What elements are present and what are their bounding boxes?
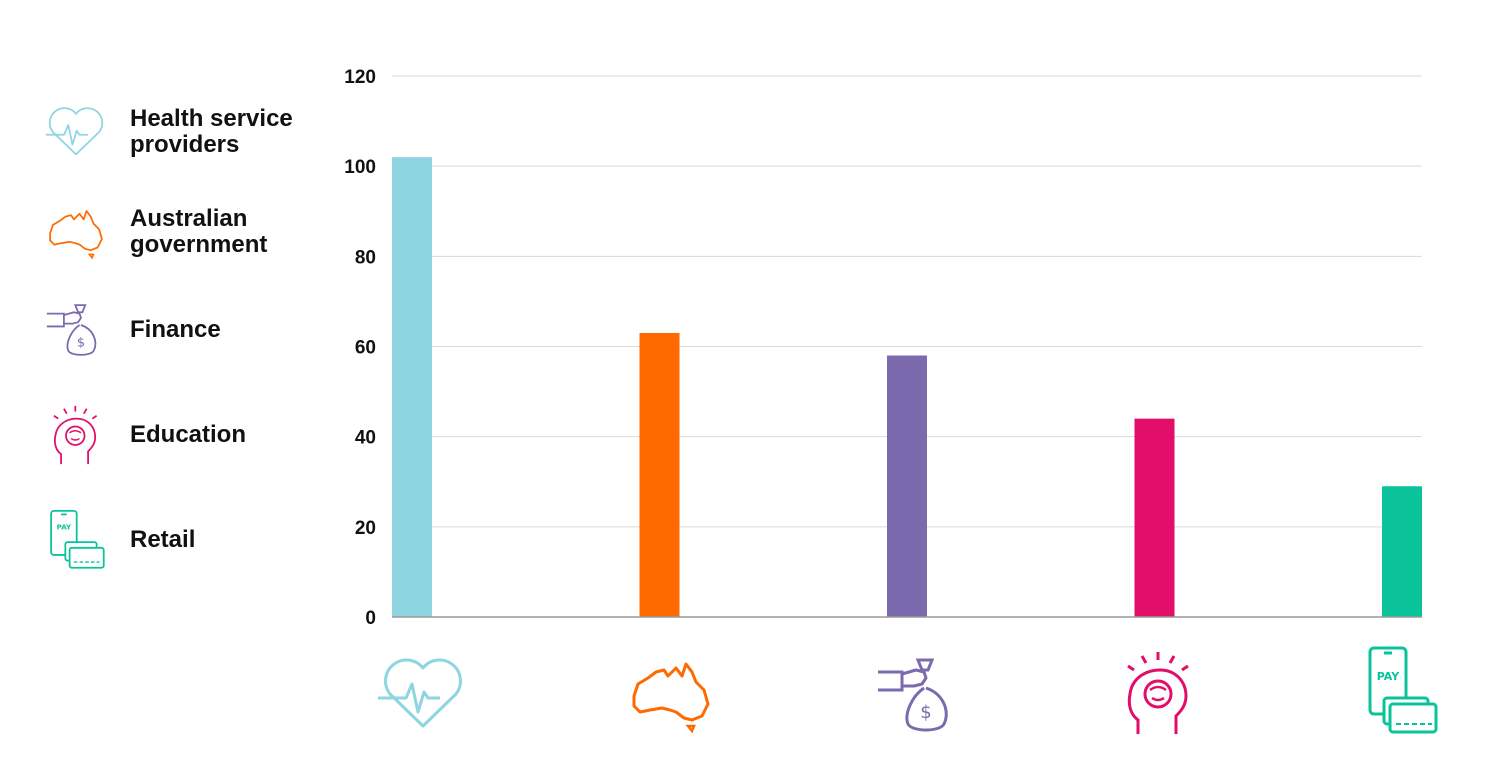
- gridlines: [392, 75, 1422, 528]
- bar-chart: 0 20 40 60 80 100 120 $ PAY: [344, 67, 1438, 734]
- bars: [392, 157, 1422, 617]
- money-bag-hand-icon: $: [40, 298, 112, 362]
- y-tick-label: 80: [355, 247, 376, 268]
- legend-item-government: Australian government: [40, 200, 310, 264]
- phone-pay-card-icon: PAY: [40, 508, 112, 572]
- bar-1: [392, 157, 432, 617]
- y-axis-ticks: 0 20 40 60 80 100 120: [344, 67, 376, 629]
- legend-label: Health service providers: [130, 105, 293, 158]
- bar-3: [887, 355, 927, 617]
- y-tick-label: 0: [365, 608, 376, 629]
- xtick-phone-pay-card-icon: PAY: [1368, 646, 1438, 734]
- legend-item-health: Health service providers: [40, 100, 310, 164]
- y-tick-label: 60: [355, 338, 376, 359]
- bar-4: [1134, 418, 1175, 617]
- xtick-money-bag-hand-icon: $: [878, 658, 948, 732]
- legend-item-education: Education: [40, 403, 310, 467]
- svg-text:$: $: [77, 335, 85, 350]
- bar-5: [1382, 486, 1422, 617]
- xtick-brain-head-icon: [1127, 652, 1189, 734]
- legend-item-finance: $ Finance: [40, 298, 310, 362]
- legend-item-retail: PAY Retail: [40, 508, 310, 572]
- svg-text:$: $: [920, 702, 931, 723]
- xtick-australia-map-icon: [632, 662, 710, 734]
- bar-2: [639, 332, 680, 617]
- legend-label: Retail: [130, 526, 196, 553]
- y-tick-label: 40: [355, 428, 376, 449]
- legend-label: Education: [130, 421, 247, 448]
- brain-head-icon: [40, 403, 112, 467]
- legend-label: Finance: [130, 316, 221, 343]
- legend-label: Australian government: [130, 205, 268, 258]
- australia-map-icon: [40, 200, 112, 264]
- y-tick-label: 20: [355, 518, 376, 539]
- y-tick-label: 120: [344, 67, 376, 88]
- svg-text:PAY: PAY: [57, 522, 72, 531]
- xtick-heart-pulse-icon: [378, 658, 462, 728]
- svg-text:PAY: PAY: [1377, 670, 1401, 683]
- heart-pulse-icon: [40, 100, 112, 164]
- y-tick-label: 100: [344, 157, 376, 178]
